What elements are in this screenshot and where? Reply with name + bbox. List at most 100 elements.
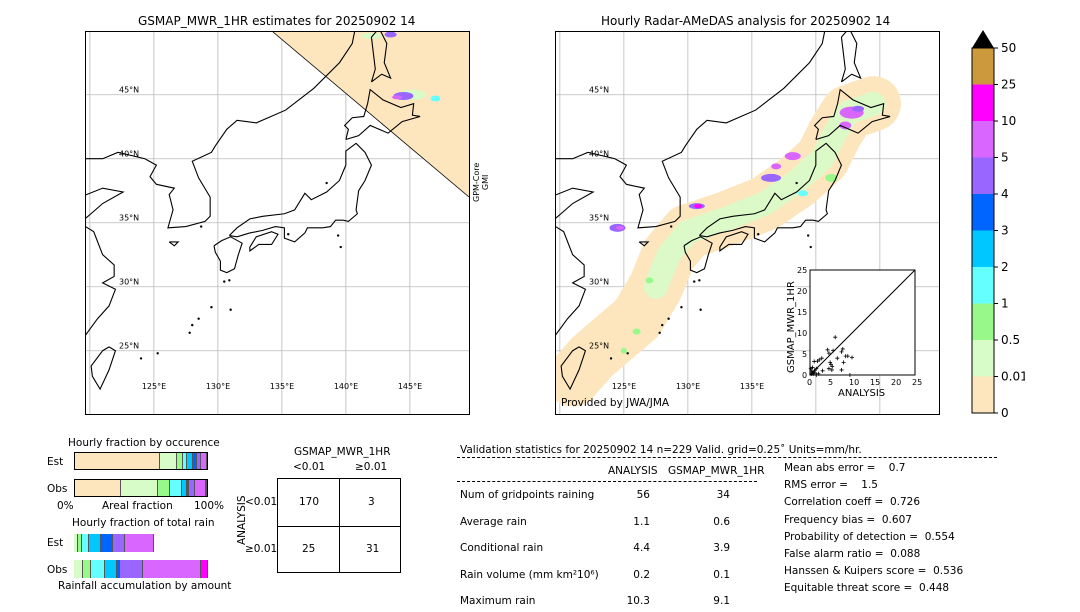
island xyxy=(223,280,226,283)
island xyxy=(809,245,812,249)
lon-label: 130°E xyxy=(676,382,700,391)
lat-label: 35°N xyxy=(589,214,609,223)
bar-segment xyxy=(157,480,170,496)
bar-segment xyxy=(74,560,83,578)
x-tick: 20 xyxy=(891,378,901,387)
lat-label: 25°N xyxy=(119,342,139,351)
coastline xyxy=(370,32,392,83)
rainfrac-est-bar xyxy=(74,534,208,552)
swath-edge xyxy=(272,32,469,198)
bar-segment xyxy=(205,480,207,496)
lat-label: 40°N xyxy=(119,150,139,159)
bar-segment xyxy=(75,480,122,496)
lat-label: 25°N xyxy=(589,342,609,351)
island xyxy=(698,279,701,282)
lat-label: 40°N xyxy=(589,150,609,159)
y-tick: 5 xyxy=(802,350,807,359)
colorbar-label: 0 xyxy=(1001,406,1009,420)
scatter-point xyxy=(829,367,834,372)
rainfrac-obs-bar xyxy=(74,560,208,578)
scatter-point xyxy=(814,373,819,377)
lon-label: 125°E xyxy=(142,382,166,391)
island xyxy=(661,323,664,327)
bar-segment xyxy=(112,534,125,552)
bar-segment xyxy=(105,560,117,578)
coastline xyxy=(840,32,862,83)
est-label: Est xyxy=(47,456,64,468)
stat-label: Average rain xyxy=(460,515,527,528)
left-map-title: GSMAP_MWR_1HR estimates for 20250902 14 xyxy=(138,14,416,28)
colorbar-label: 2 xyxy=(1001,260,1009,274)
rain-patch xyxy=(361,32,382,39)
bar-segment xyxy=(116,560,120,578)
rain-patch xyxy=(645,277,654,284)
bar-segment xyxy=(186,480,189,496)
y-tick: 15 xyxy=(797,308,807,317)
scatter-point xyxy=(819,356,824,361)
axis-left: 0% xyxy=(57,500,74,512)
axis-right: 100% xyxy=(194,500,225,512)
colorbar-bin xyxy=(972,303,994,340)
occurrence-obs-bar xyxy=(74,479,208,497)
colorbar-label: 25 xyxy=(1001,78,1016,92)
scatter-point xyxy=(839,367,844,372)
cell: 3 xyxy=(368,496,375,508)
colorbar-label: 10 xyxy=(1001,114,1016,128)
stat-gsmap: 0.1 xyxy=(713,568,730,581)
island xyxy=(188,331,191,334)
lat-label: 45°N xyxy=(119,86,139,95)
island xyxy=(667,317,670,320)
scatter-point xyxy=(850,355,854,360)
score: Correlation coeff = 0.726 xyxy=(784,496,920,509)
island xyxy=(680,306,683,309)
occurrence-title: Hourly fraction by occurence xyxy=(68,437,220,449)
coastline xyxy=(813,88,891,141)
x-tick: 25 xyxy=(912,378,922,387)
y-tick: 20 xyxy=(797,287,807,296)
colorbar-bin xyxy=(972,376,994,413)
one-to-one-line xyxy=(809,269,916,376)
col-analysis: ANALYSIS xyxy=(608,465,658,477)
scatter-point xyxy=(840,346,845,351)
lon-label: 145°E xyxy=(398,382,422,391)
scatter-point xyxy=(812,359,817,364)
scatter-point xyxy=(833,335,838,340)
scatter-point xyxy=(841,360,846,365)
bar-segment xyxy=(196,453,202,469)
y-tick: 0 xyxy=(802,371,807,380)
coastline xyxy=(249,231,279,252)
colorbar-bin xyxy=(972,157,994,194)
left-map: 45°N 40°N 35°N 30°N 25°N 125°E 130°E 135°E 140°E… xyxy=(85,31,470,415)
rainfrac-footer: Rainfall accumulation by amount xyxy=(58,580,232,592)
bar-segment xyxy=(119,560,143,578)
scatter-point xyxy=(847,373,852,377)
col-gsmap: GSMAP_MWR_1HR xyxy=(668,465,765,477)
stat-gsmap: 9.1 xyxy=(713,595,730,607)
lon-label: 130°E xyxy=(206,382,230,391)
rain-patch xyxy=(616,225,624,230)
coastline xyxy=(168,241,180,247)
x-tick: 10 xyxy=(849,378,859,387)
axis-label: Areal fraction xyxy=(102,500,173,512)
island xyxy=(228,279,231,282)
colorbar-label: 5 xyxy=(1001,151,1009,165)
island xyxy=(699,308,702,311)
scatter-point xyxy=(835,356,840,361)
rain-patch xyxy=(392,95,403,100)
bar-segment xyxy=(160,453,178,469)
row-header: <0.01 xyxy=(245,496,278,508)
stat-analysis: 10.3 xyxy=(626,595,650,607)
stat-gsmap: 34 xyxy=(716,489,730,501)
score: Probability of detection = 0.554 xyxy=(784,530,955,543)
bar-segment xyxy=(88,534,101,552)
stat-gsmap: 3.9 xyxy=(713,542,730,554)
bar-segment xyxy=(82,560,92,578)
coastline xyxy=(213,236,243,274)
island xyxy=(210,306,213,309)
lat-label: 30°N xyxy=(589,278,609,287)
bar-segment xyxy=(74,534,78,552)
scatter-point xyxy=(829,362,833,367)
colorbar-bin xyxy=(972,230,994,267)
score: Mean abs error = 0.7 xyxy=(784,462,906,474)
